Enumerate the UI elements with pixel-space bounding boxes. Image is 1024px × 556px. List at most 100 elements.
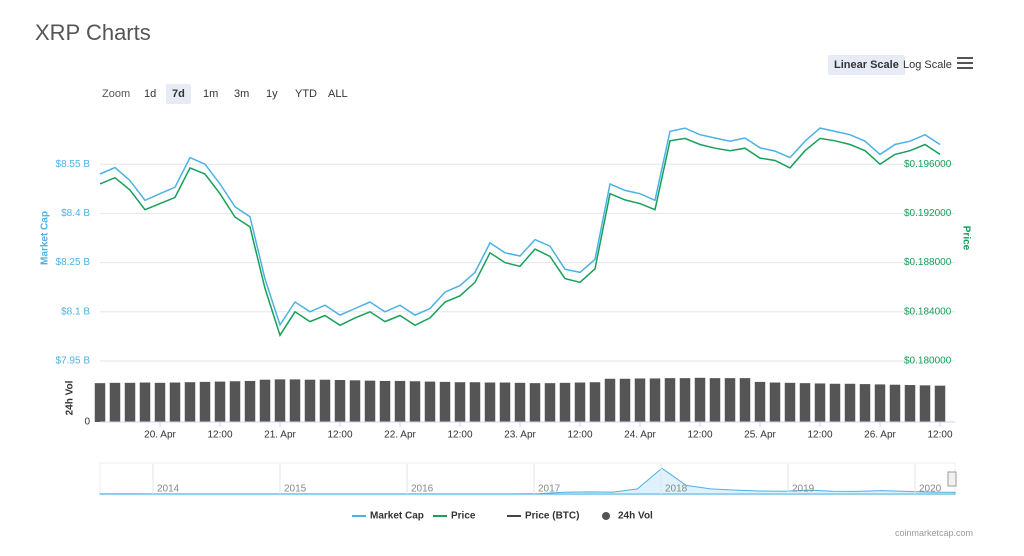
navigator-label: 2015 xyxy=(284,484,307,495)
x-tick-label: 12:00 xyxy=(687,430,712,441)
y-tick-label: $8.1 B xyxy=(61,306,90,317)
navigator-area xyxy=(99,467,956,495)
navigator-label: 2018 xyxy=(665,484,688,495)
volume-bar xyxy=(739,378,751,422)
volume-bar xyxy=(304,379,316,422)
navigator-frame xyxy=(99,462,956,496)
x-tick-label: 12:00 xyxy=(567,430,592,441)
y-tick-label: $7.95 B xyxy=(56,356,91,367)
x-tick-label: 21. Apr xyxy=(264,430,296,441)
volume-bar xyxy=(184,382,196,422)
volume-bar xyxy=(874,384,886,422)
linear-scale-button[interactable]: Linear Scale xyxy=(828,55,905,75)
volume-bar xyxy=(379,380,391,422)
volume-bar xyxy=(694,377,706,422)
volume-bar xyxy=(94,383,106,422)
x-tick-label: 12:00 xyxy=(327,430,352,441)
volume-bar xyxy=(409,381,421,422)
volume-bar xyxy=(619,378,631,422)
y2-tick-label: $0.188000 xyxy=(904,257,952,268)
volume-bar xyxy=(394,380,406,422)
navigator-label: 2014 xyxy=(157,484,180,495)
legend-label[interactable]: Price (BTC) xyxy=(525,511,579,522)
zoom-button[interactable]: ALL xyxy=(328,88,348,100)
volume-bar xyxy=(904,385,916,422)
volume-bar xyxy=(889,384,901,422)
y2-tick-label: $0.184000 xyxy=(904,306,952,317)
menu-button[interactable] xyxy=(957,57,973,69)
volume-bar xyxy=(439,381,451,422)
volume-bar xyxy=(664,378,676,422)
navigator-handle[interactable] xyxy=(947,471,957,487)
y-tick-label: $8.25 B xyxy=(56,257,91,268)
zoom-label: Zoom xyxy=(102,88,131,100)
volume-bar xyxy=(829,383,841,422)
y-tick-label: $8.55 B xyxy=(56,159,91,170)
volume-bar xyxy=(529,383,541,422)
volume-bar xyxy=(454,382,466,422)
y2-axis-title: Price xyxy=(960,226,971,251)
volume-bar xyxy=(934,385,946,422)
legend-label[interactable]: 24h Vol xyxy=(618,511,653,522)
volume-bar xyxy=(424,381,436,422)
volume-bar xyxy=(844,383,856,422)
x-tick-label: 26. Apr xyxy=(864,430,896,441)
volume-bar xyxy=(784,382,796,422)
volume-bar xyxy=(814,383,826,422)
zoom-button[interactable]: 1d xyxy=(144,88,157,100)
volume-bar xyxy=(319,379,331,422)
volume-bar xyxy=(649,378,661,422)
legend-symbol[interactable] xyxy=(602,512,610,520)
volume-bar xyxy=(559,382,571,422)
volume-tick-label: 0 xyxy=(84,417,90,428)
volume-bar xyxy=(724,378,736,422)
volume-bar xyxy=(919,385,931,422)
volume-bar xyxy=(154,382,166,422)
series-line xyxy=(99,127,941,327)
navigator-label: 2020 xyxy=(919,484,942,495)
volume-bar xyxy=(364,380,376,422)
x-tick-label: 12:00 xyxy=(207,430,232,441)
series-line xyxy=(99,137,941,337)
navigator-label: 2017 xyxy=(538,484,561,495)
y2-tick-label: $0.180000 xyxy=(904,356,952,367)
log-scale-button[interactable]: Log Scale xyxy=(903,59,952,71)
zoom-button[interactable]: 1y xyxy=(266,88,278,100)
credits: coinmarketcap.com xyxy=(895,528,974,538)
x-tick-label: 25. Apr xyxy=(744,430,776,441)
volume-bar xyxy=(634,378,646,422)
zoom-button[interactable]: 7d xyxy=(166,84,191,104)
y2-tick-label: $0.192000 xyxy=(904,208,952,219)
volume-bar xyxy=(544,383,556,422)
zoom-button[interactable]: YTD xyxy=(295,88,317,100)
volume-bar xyxy=(754,381,766,422)
zoom-button[interactable]: 3m xyxy=(234,88,250,100)
volume-bar xyxy=(199,381,211,422)
volume-bar xyxy=(139,382,151,422)
zoom-button[interactable]: 1m xyxy=(203,88,219,100)
volume-bar xyxy=(274,379,286,422)
volume-bar xyxy=(349,380,361,422)
page-title: XRP Charts xyxy=(35,20,151,45)
volume-bar xyxy=(169,382,181,422)
volume-bar xyxy=(499,382,511,422)
y-tick-label: $8.4 B xyxy=(61,208,90,219)
volume-bar xyxy=(769,382,781,422)
volume-axis-title: 24h Vol xyxy=(65,380,76,415)
volume-bar xyxy=(469,382,481,422)
y2-tick-label: $0.196000 xyxy=(904,159,952,170)
volume-bar xyxy=(259,379,271,422)
volume-bar xyxy=(709,378,721,422)
volume-bar xyxy=(604,378,616,422)
volume-bar xyxy=(244,380,256,422)
x-tick-label: 12:00 xyxy=(927,430,952,441)
volume-bar xyxy=(799,383,811,422)
navigator-label: 2019 xyxy=(792,484,815,495)
volume-bar xyxy=(484,382,496,422)
volume-bar xyxy=(859,384,871,422)
x-tick-label: 24. Apr xyxy=(624,430,656,441)
volume-bar xyxy=(334,380,346,422)
legend-label[interactable]: Price xyxy=(451,511,476,522)
legend-label[interactable]: Market Cap xyxy=(370,511,424,522)
